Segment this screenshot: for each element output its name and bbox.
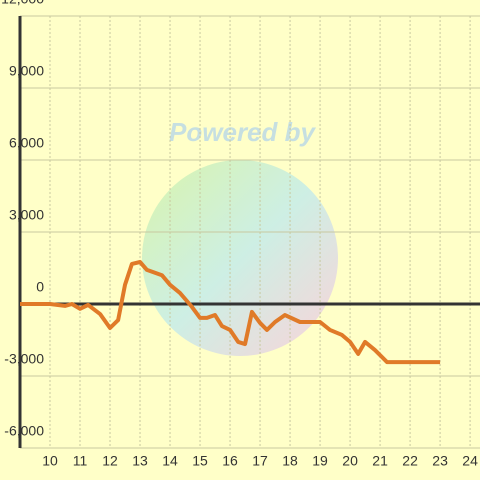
y-tick-label: 0 (36, 279, 44, 295)
watermark-text: Powered by (169, 117, 316, 147)
x-tick-label: 21 (372, 453, 388, 469)
x-tick-label: 18 (282, 453, 298, 469)
x-tick-label: 22 (402, 453, 418, 469)
watermark-logo (142, 160, 338, 356)
x-tick-label: 15 (192, 453, 208, 469)
x-tick-label: 24 (462, 453, 478, 469)
y-tick-label: 9,000 (9, 63, 44, 79)
x-tick-label: 11 (73, 453, 88, 469)
x-tick-label: 19 (312, 453, 328, 469)
y-tick-label: -3,000 (4, 351, 44, 367)
x-tick-label: 14 (162, 453, 178, 469)
y-tick-label: 12,000 (1, 0, 44, 7)
x-tick-label: 13 (132, 453, 148, 469)
y-tick-label: 3,000 (9, 207, 44, 223)
x-tick-label: 12 (102, 453, 118, 469)
x-tick-label: 16 (222, 453, 238, 469)
line (20, 260, 441, 365)
x-tick-label: 10 (42, 453, 58, 469)
y-tick-label: -6,000 (4, 423, 44, 439)
x-tick-label: 23 (432, 453, 448, 469)
x-tick-label: 17 (252, 453, 268, 469)
x-tick-label: 20 (342, 453, 358, 469)
y-tick-label: 6,000 (9, 135, 44, 151)
